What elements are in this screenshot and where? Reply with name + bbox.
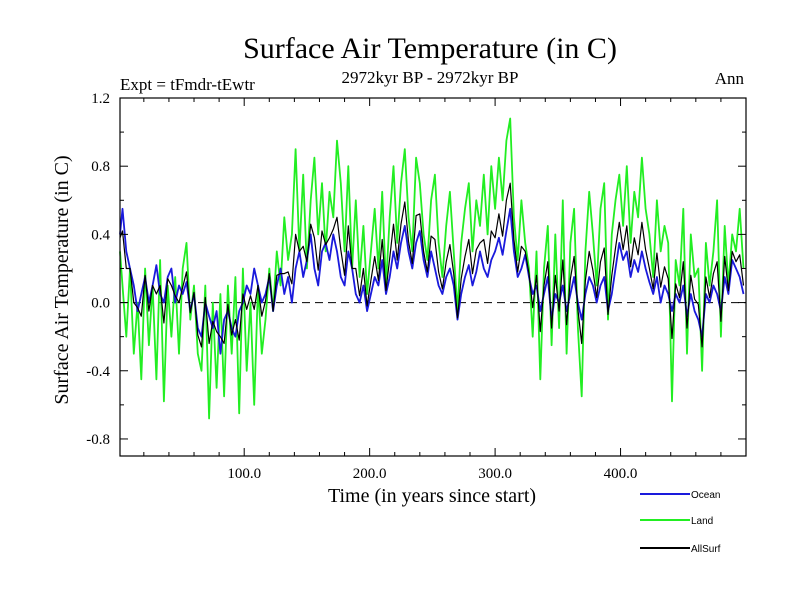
chart-title: Surface Air Temperature (in C) [243,32,617,65]
y-axis-label: Surface Air Temperature (in C) [51,155,73,404]
x-tick-label: 300.0 [478,466,512,482]
y-tick-label: -0.4 [86,364,110,380]
y-tick-label: 0.8 [91,159,110,175]
legend: Ocean Land AllSurf [640,490,721,555]
chart-subtitle-right: Ann [715,69,745,88]
series-layer [119,117,745,420]
x-tick-layer: 100.0 200.0 300.0 400.0 [143,98,722,482]
y-tick-label: 1.2 [91,91,110,107]
y-tick-label: 0.4 [91,227,110,243]
x-axis-label: Time (in years since start) [328,485,536,507]
y-tick-label: 0.0 [91,296,110,312]
frame-layer [119,97,747,457]
legend-label-ocean: Ocean [691,490,720,501]
y-tick-label: -0.8 [86,432,110,448]
series-line-allsurf [119,182,745,348]
x-tick-label: 100.0 [227,466,261,482]
x-tick-label: 400.0 [604,466,638,482]
plot-frame [119,97,747,457]
x-tick-label: 200.0 [353,466,387,482]
legend-label-land: Land [691,516,713,527]
y-tick-layer: -0.8 -0.4 0.0 0.4 0.8 1.2 [86,91,746,448]
chart-subtitle-left: Expt = tFmdr-tEwtr [120,75,255,94]
legend-label-allsurf: AllSurf [691,544,721,555]
series-line-ocean [119,207,745,355]
series-line-land [119,117,745,420]
chart-subtitle-center: 2972kyr BP - 2972kyr BP [342,68,519,87]
